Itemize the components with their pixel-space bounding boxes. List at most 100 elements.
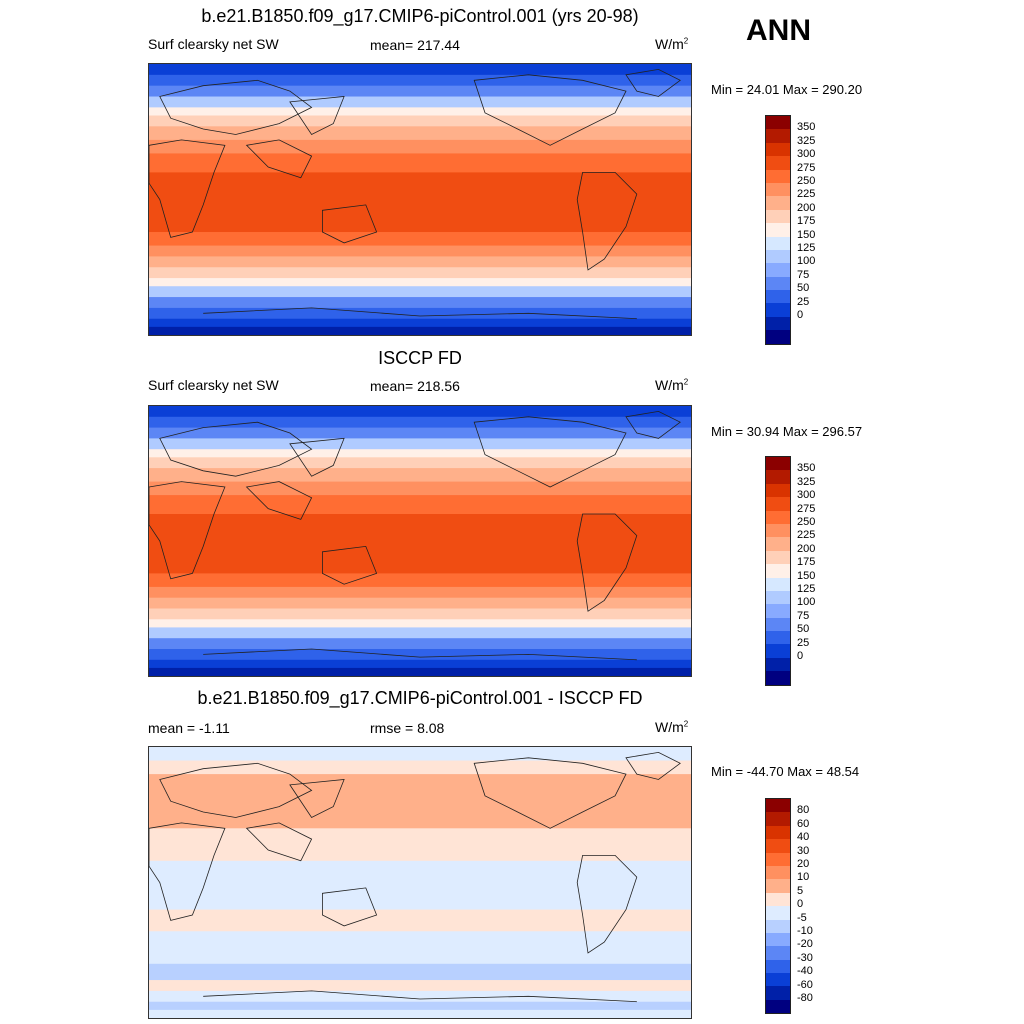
latitude-band (149, 760, 691, 775)
colorbar-label: 5 (797, 884, 804, 897)
coastline (289, 437, 345, 477)
coastline (322, 204, 378, 244)
colorbar-label: 350 (797, 121, 816, 134)
coastline (245, 481, 313, 520)
colorbar-segment (766, 671, 790, 685)
colorbar-segment (766, 825, 790, 840)
latitude-band (149, 85, 691, 98)
colorbar-model (765, 115, 791, 345)
colorbar-segment (766, 209, 790, 224)
colorbar-segment (766, 457, 790, 471)
colorbar-segment (766, 946, 790, 960)
coastline (203, 990, 637, 1003)
mean-label: mean= 218.56 (370, 378, 460, 394)
colorbar-label: 225 (797, 529, 816, 542)
latitude-band (149, 449, 691, 458)
latitude-band (149, 286, 691, 298)
colorbar-label: 100 (797, 596, 816, 609)
coastline (159, 421, 313, 477)
latitude-band (149, 326, 691, 335)
latitude-band (149, 774, 691, 829)
latitude-band (149, 245, 691, 257)
colorbar-label: 0 (797, 898, 804, 911)
colorbar-segment (766, 959, 790, 974)
coastline (149, 822, 226, 921)
coastline (625, 410, 681, 439)
latitude-band (149, 139, 691, 154)
colorbar-segment (766, 865, 790, 880)
season-label: ANN (746, 14, 811, 47)
latitude-band (149, 514, 691, 574)
colorbar-label: 50 (797, 282, 810, 295)
colorbar-segment (766, 919, 790, 933)
coastline (473, 74, 627, 146)
colorbar-label: -5 (797, 911, 807, 924)
colorbar-segment (766, 631, 790, 645)
coastline (576, 855, 638, 954)
colorbar-label: 100 (797, 255, 816, 268)
coastline (576, 172, 638, 271)
colorbar-segment (766, 497, 790, 511)
colorbar-label: 30 (797, 844, 810, 857)
latitude-band (149, 990, 691, 1003)
latitude-band (149, 427, 691, 439)
coastline (159, 762, 313, 818)
latitude-band (149, 96, 691, 108)
colorbar-segment (766, 510, 790, 524)
colorbar-segment (766, 263, 790, 277)
units-label: W/m2 (655, 719, 689, 735)
latitude-band (149, 638, 691, 650)
colorbar-segment (766, 196, 790, 210)
latitude-band (149, 747, 691, 762)
colorbar-label: 10 (797, 871, 810, 884)
latitude-band (149, 828, 691, 862)
colorbar-segment (766, 644, 790, 658)
variable-label: Surf clearsky net SW (148, 377, 279, 393)
latitude-band (149, 256, 691, 268)
colorbar-segment (766, 330, 790, 344)
latitude-band (149, 667, 691, 676)
latitude-band (149, 573, 691, 588)
latitude-band (149, 74, 691, 87)
colorbar-segment (766, 799, 790, 813)
colorbar-label: 75 (797, 609, 810, 622)
colorbar-label: 200 (797, 542, 816, 555)
colorbar-label: 275 (797, 161, 816, 174)
colorbar-segment (766, 523, 790, 538)
colorbar-label: 325 (797, 134, 816, 147)
coastline (473, 757, 627, 829)
colorbar-segment (766, 276, 790, 291)
latitude-band (149, 115, 691, 127)
colorbar-segment (766, 617, 790, 632)
colorbar-label: -30 (797, 951, 813, 964)
colorbar-label: 300 (797, 489, 816, 502)
colorbar-segment (766, 249, 790, 264)
colorbar-label: 175 (797, 215, 816, 228)
latitude-band (149, 438, 691, 450)
colorbar-label: 250 (797, 516, 816, 528)
colorbar-segment (766, 483, 790, 498)
latitude-band (149, 297, 691, 309)
colorbar-segment (766, 812, 790, 826)
coastline (289, 96, 345, 136)
colorbar-label: -60 (797, 978, 813, 991)
map-diff (148, 746, 692, 1019)
latitude-band (149, 649, 691, 661)
latitude-band (149, 406, 691, 418)
colorbar-segment (766, 290, 790, 304)
coastline (289, 779, 345, 819)
colorbar-label: 150 (797, 228, 816, 241)
colorbar-segment (766, 316, 790, 331)
colorbar-label: 80 (797, 804, 810, 817)
latitude-band (149, 597, 691, 609)
minmax-label: Min = 24.01 Max = 290.20 (711, 82, 863, 97)
colorbar-segment (766, 879, 790, 893)
latitude-band (149, 980, 691, 992)
colorbar-label: 150 (797, 569, 816, 582)
latitude-band (149, 931, 691, 965)
coastline (159, 79, 313, 135)
map-obs (148, 405, 692, 677)
coastline (473, 416, 627, 488)
latitude-band (149, 278, 691, 287)
coastline (149, 139, 226, 238)
